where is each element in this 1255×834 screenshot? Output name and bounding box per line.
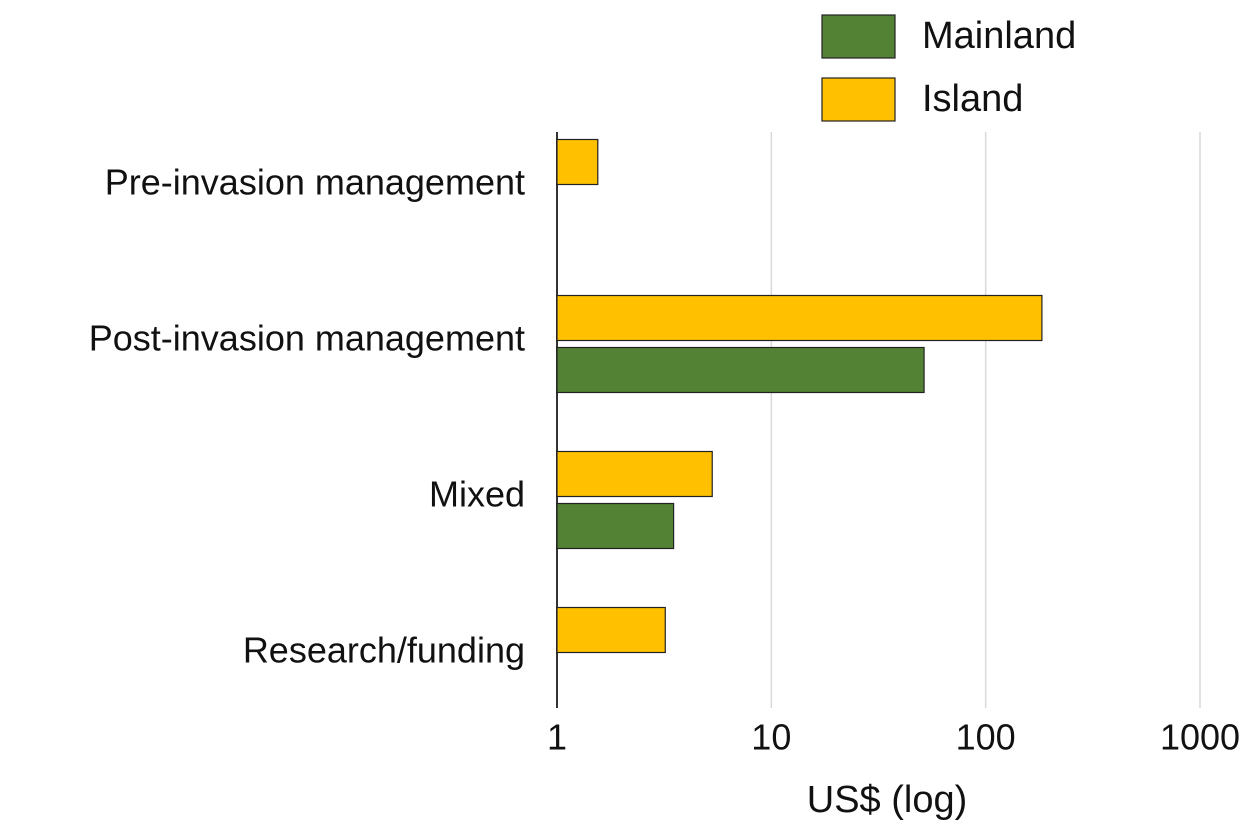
x-tick-label: 1000 (1160, 717, 1240, 758)
bar (556, 138, 599, 186)
bar (556, 502, 675, 550)
bar (556, 450, 713, 498)
x-tick-label: 100 (956, 717, 1016, 758)
legend-swatch (821, 14, 896, 59)
y-tick-label: Research/funding (243, 630, 525, 671)
x-axis-title: US$ (log) (807, 779, 968, 821)
y-tick-label: Mixed (429, 474, 525, 515)
legend-label: Island (922, 78, 1023, 120)
bar (556, 606, 666, 654)
bar (556, 346, 925, 394)
bar (556, 294, 1043, 342)
legend-swatch (821, 77, 896, 122)
y-tick-label: Pre-invasion management (105, 162, 525, 203)
legend-label: Mainland (922, 15, 1076, 57)
x-tick-label: 1 (547, 717, 567, 758)
x-tick-label: 10 (751, 717, 791, 758)
y-tick-label: Post-invasion management (89, 318, 525, 359)
